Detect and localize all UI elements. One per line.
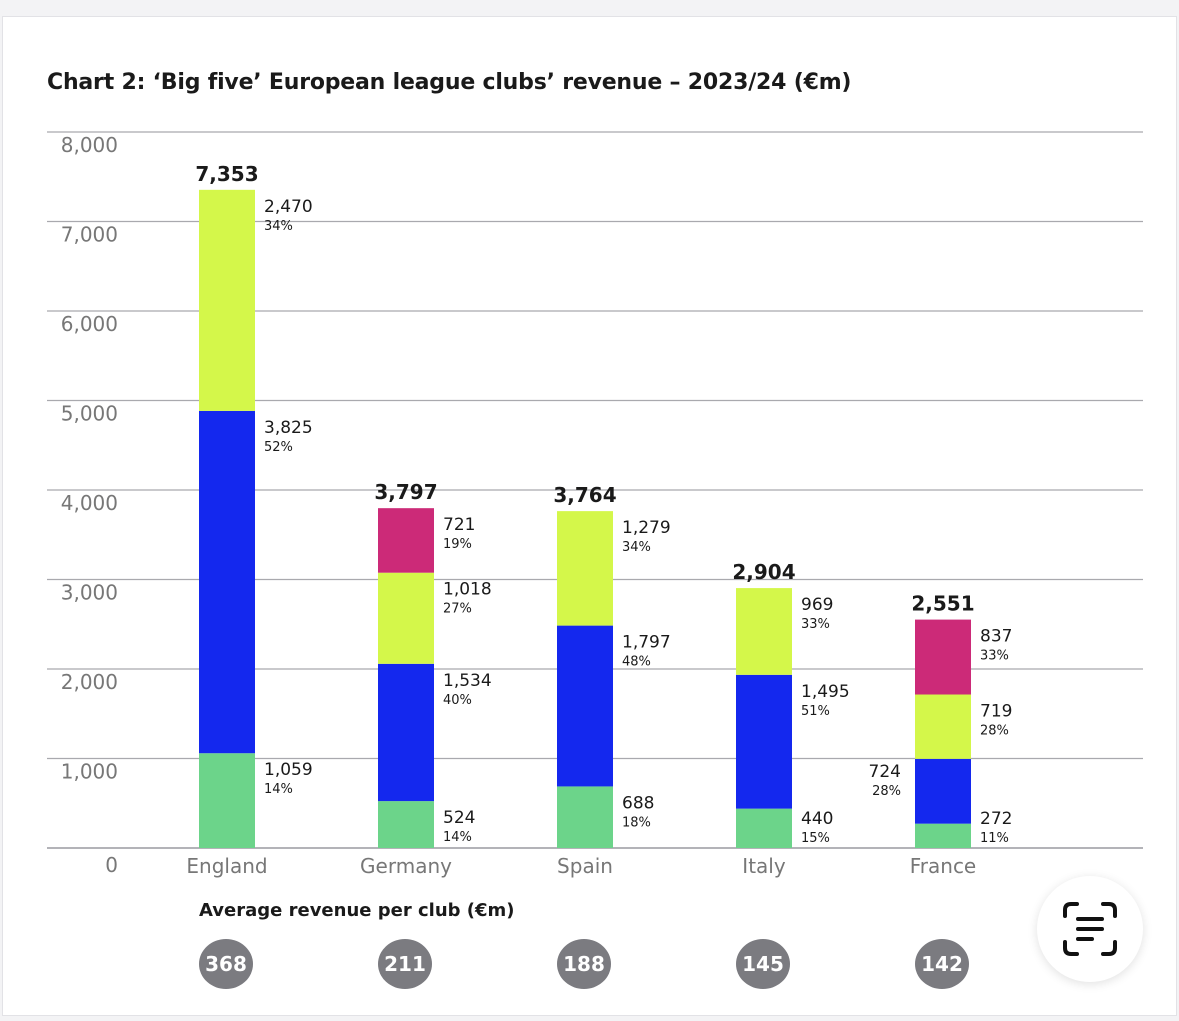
text-scan-button[interactable]	[1037, 876, 1143, 982]
bar-segment-spain-1	[557, 625, 613, 787]
y-tick-label: 7,000	[61, 223, 118, 247]
total-label-spain: 3,764	[553, 483, 616, 507]
bar-segment-germany-1	[378, 663, 434, 802]
bar-segment-france-1	[915, 758, 971, 824]
data-label-england-2: 2,470	[264, 197, 313, 217]
y-tick-label: 5,000	[61, 402, 118, 426]
percent-label-germany-2: 27%	[443, 602, 472, 617]
data-label-germany-1: 1,534	[443, 671, 492, 691]
y-tick-label: 6,000	[61, 312, 118, 336]
percent-label-italy-0: 15%	[801, 831, 830, 846]
percent-label-germany-1: 40%	[443, 693, 472, 708]
percent-label-france-1: 28%	[872, 784, 901, 799]
percent-label-england-0: 14%	[264, 782, 293, 797]
data-label-france-1: 724	[869, 762, 901, 782]
percent-label-spain-0: 18%	[622, 815, 651, 830]
percent-label-france-0: 11%	[980, 831, 1009, 846]
data-label-italy-0: 440	[801, 809, 833, 829]
average-badge-france: 142	[915, 939, 969, 989]
x-tick-label-england: England	[186, 854, 267, 878]
data-label-france-0: 272	[980, 809, 1012, 829]
y-tick-label: 0	[105, 853, 118, 877]
x-tick-label-spain: Spain	[557, 854, 613, 878]
bar-segment-france-0	[915, 823, 971, 848]
chart-title: Chart 2: ‘Big five’ European league club…	[47, 70, 852, 95]
data-label-spain-2: 1,279	[622, 518, 671, 538]
bar-segment-england-1	[199, 410, 255, 754]
average-revenue-label: Average revenue per club (€m)	[199, 900, 515, 921]
average-badge-germany: 211	[378, 939, 432, 989]
percent-label-france-2: 28%	[980, 724, 1009, 739]
bar-segment-germany-3	[378, 508, 434, 573]
data-label-spain-1: 1,797	[622, 633, 671, 653]
x-tick-label-germany: Germany	[360, 854, 452, 878]
bar-segment-england-0	[199, 753, 255, 848]
bar-segment-italy-0	[736, 808, 792, 848]
percent-label-italy-2: 33%	[801, 617, 830, 632]
bar-segment-italy-2	[736, 588, 792, 675]
data-label-spain-0: 688	[622, 793, 654, 813]
data-label-germany-0: 524	[443, 808, 475, 828]
y-tick-label: 3,000	[61, 581, 118, 605]
percent-label-england-1: 52%	[264, 440, 293, 455]
bar-segment-spain-0	[557, 786, 613, 848]
data-label-italy-2: 969	[801, 595, 833, 615]
bar-segment-france-3	[915, 619, 971, 695]
data-label-germany-3: 721	[443, 515, 475, 535]
percent-label-germany-0: 14%	[443, 830, 472, 845]
percent-label-france-3: 33%	[980, 649, 1009, 664]
bar-segment-france-2	[915, 694, 971, 759]
average-badge-italy: 145	[736, 939, 790, 989]
stacked-bar-chart: 0 1,000 2,000 3,000 4,000 5,000 6,000 7,000 8,00…	[47, 131, 1143, 878]
x-tick-label-france: France	[910, 854, 977, 878]
y-tick-label: 1,000	[61, 760, 118, 784]
y-tick-label: 4,000	[61, 491, 118, 515]
x-tick-label-italy: Italy	[742, 854, 786, 878]
bar-segment-germany-2	[378, 572, 434, 664]
total-label-france: 2,551	[911, 592, 974, 616]
average-badge-spain: 188	[557, 939, 611, 989]
data-label-france-2: 719	[980, 702, 1012, 722]
percent-label-spain-1: 48%	[622, 655, 651, 670]
y-tick-label: 8,000	[61, 133, 118, 157]
bar-segment-germany-0	[378, 801, 434, 848]
percent-label-spain-2: 34%	[622, 540, 651, 555]
data-label-italy-1: 1,495	[801, 682, 850, 702]
percent-label-italy-1: 51%	[801, 704, 830, 719]
data-label-england-1: 3,825	[264, 418, 313, 438]
total-label-italy: 2,904	[732, 560, 795, 584]
data-label-france-3: 837	[980, 627, 1012, 647]
text-scan-icon	[1063, 902, 1117, 956]
percent-label-germany-3: 19%	[443, 537, 472, 552]
percent-label-england-2: 34%	[264, 219, 293, 234]
total-label-germany: 3,797	[374, 480, 437, 504]
data-label-england-0: 1,059	[264, 760, 313, 780]
bar-segment-england-2	[199, 189, 255, 411]
y-tick-label: 2,000	[61, 670, 118, 694]
average-badge-england: 368	[199, 939, 253, 989]
bar-segment-spain-2	[557, 511, 613, 626]
total-label-england: 7,353	[195, 162, 258, 186]
bar-segment-italy-1	[736, 674, 792, 809]
data-label-germany-2: 1,018	[443, 580, 492, 600]
